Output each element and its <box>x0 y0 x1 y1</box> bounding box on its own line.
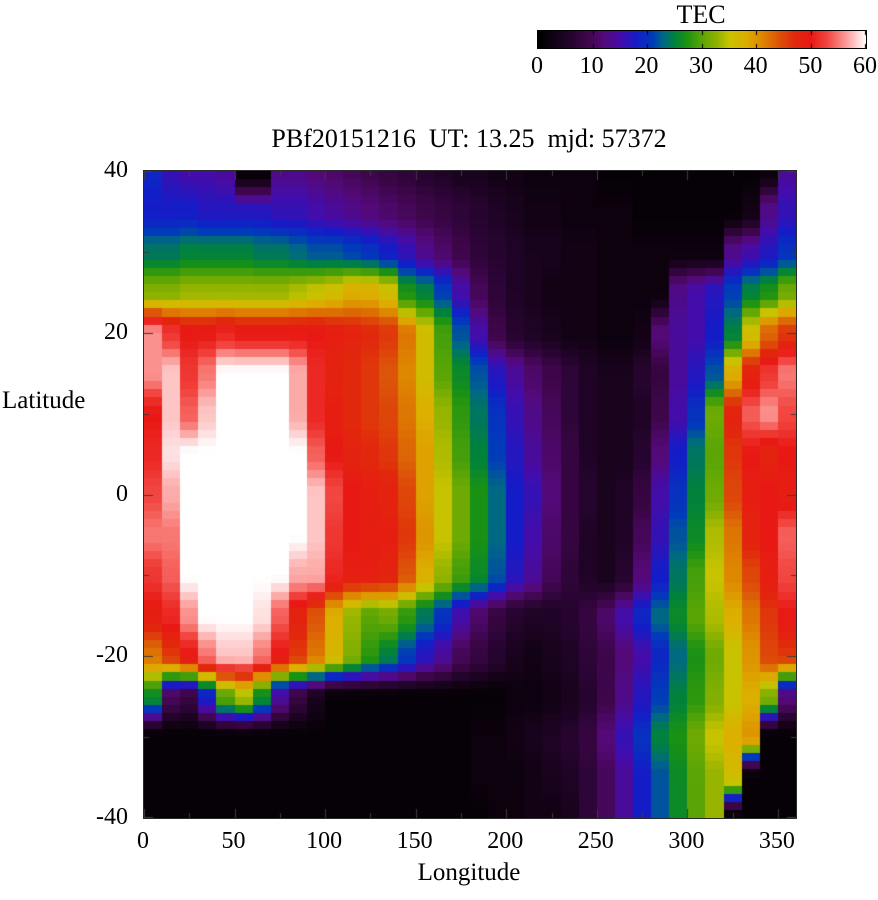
y-tick-label: 20 <box>104 318 128 345</box>
colorbar-tick-label: 0 <box>531 53 543 79</box>
colorbar <box>537 30 867 49</box>
colorbar-tick-label: 60 <box>853 53 877 79</box>
chart-title: PBf20151216 UT: 13.25 mjd: 57372 <box>271 124 667 153</box>
y-tick-label: 40 <box>104 157 128 183</box>
y-tick-label: 0 <box>116 480 128 507</box>
colorbar-tick-label: 10 <box>579 53 604 79</box>
colorbar-title: TEC <box>676 0 726 29</box>
y-axis-label: Latitude <box>2 387 86 414</box>
x-tick-label: 300 <box>668 828 705 854</box>
x-tick-label: 250 <box>577 828 614 854</box>
x-tick-label: 100 <box>306 828 343 854</box>
x-tick-label: 200 <box>487 828 524 854</box>
x-tick-label: 350 <box>758 828 795 854</box>
y-tick-label: -40 <box>96 804 128 830</box>
y-tick-label: -20 <box>96 642 128 669</box>
x-axis-label: Longitude <box>417 859 521 886</box>
x-tick-label: 0 <box>137 828 149 854</box>
heatmap-canvas <box>143 170 797 819</box>
colorbar-tick-label: 30 <box>689 53 713 79</box>
x-tick-label: 50 <box>221 828 246 854</box>
colorbar-tick-label: 20 <box>634 53 659 79</box>
x-tick-label: 150 <box>396 828 433 854</box>
colorbar-tick-label: 40 <box>743 53 768 79</box>
colorbar-tick-label: 50 <box>798 53 823 79</box>
